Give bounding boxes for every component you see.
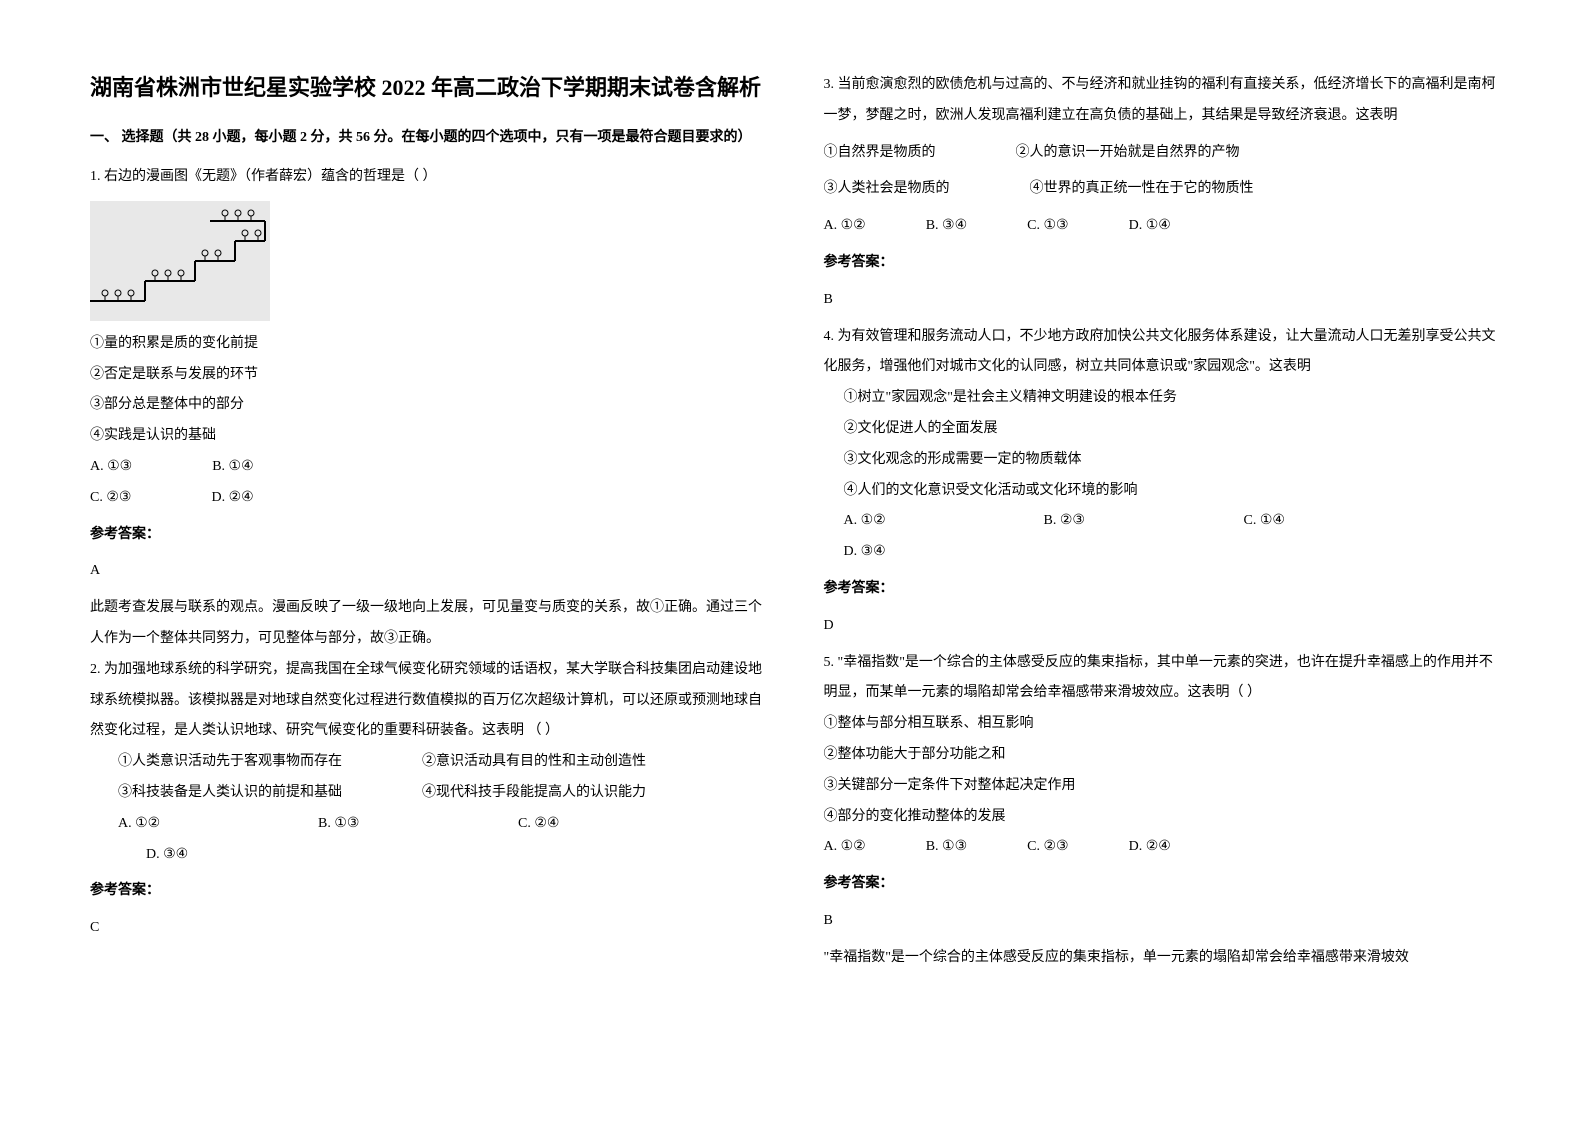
q5-statement-1: ①整体与部分相互联系、相互影响 (824, 709, 1498, 740)
q3-answer-label: 参考答案： (824, 248, 1498, 279)
q1-illustration (90, 201, 270, 321)
q5-options-row: A. ①② B. ①③ C. ②③ D. ②④ (824, 832, 1498, 863)
q2-option-a: A. ①② (118, 809, 318, 840)
q1-statement-2: ②否定是联系与发展的环节 (90, 360, 764, 391)
q5-answer: B (824, 906, 1498, 937)
q3-option-a: A. ①② (824, 211, 866, 242)
q4-option-a: A. ①② (844, 506, 1044, 537)
q1-explanation: 此题考查发展与联系的观点。漫画反映了一级一级地向上发展，可见量变与质变的关系，故… (90, 593, 764, 655)
q5-statement-4: ④部分的变化推动整体的发展 (824, 802, 1498, 833)
left-column: 湖南省株洲市世纪星实验学校 2022 年高二政治下学期期末试卷含解析 一、 选择… (90, 70, 764, 1052)
q5-explanation: "幸福指数"是一个综合的主体感受反应的集束指标，单一元素的塌陷却常会给幸福感带来… (824, 943, 1498, 974)
exam-title: 湖南省株洲市世纪星实验学校 2022 年高二政治下学期期末试卷含解析 (90, 70, 764, 105)
q2-statements-row-1: ①人类意识活动先于客观事物而存在 ②意识活动具有目的性和主动创造性 (118, 747, 764, 778)
q1-statement-1: ①量的积累是质的变化前提 (90, 329, 764, 360)
q2-statement-2: ②意识活动具有目的性和主动创造性 (422, 747, 646, 778)
q2-statements-block: ①人类意识活动先于客观事物而存在 ②意识活动具有目的性和主动创造性 ③科技装备是… (90, 747, 764, 870)
q4-statements-block: ①树立"家园观念"是社会主义精神文明建设的根本任务 ②文化促进人的全面发展 ③文… (824, 383, 1498, 568)
q2-statements-row-2: ③科技装备是人类认识的前提和基础 ④现代科技手段能提高人的认识能力 (118, 778, 764, 809)
q5-answer-label: 参考答案： (824, 869, 1498, 900)
q2-option-d: D. ③④ (118, 840, 764, 871)
q3-statement-2: ②人的意识一开始就是自然界的产物 (1016, 138, 1240, 169)
q5-option-c: C. ②③ (1027, 832, 1068, 863)
q4-answer-label: 参考答案： (824, 574, 1498, 605)
q2-answer: C (90, 913, 764, 944)
q4-option-d: D. ③④ (844, 537, 1498, 568)
q1-statement-3: ③部分总是整体中的部分 (90, 390, 764, 421)
q4-stem: 4. 为有效管理和服务流动人口，不少地方政府加快公共文化服务体系建设，让大量流动… (824, 322, 1498, 384)
q2-statement-4: ④现代科技手段能提高人的认识能力 (422, 778, 646, 809)
q4-answer: D (824, 611, 1498, 642)
q5-statement-2: ②整体功能大于部分功能之和 (824, 740, 1498, 771)
q1-answer-label: 参考答案： (90, 520, 764, 551)
q5-statement-3: ③关键部分一定条件下对整体起决定作用 (824, 771, 1498, 802)
q1-stem: 1. 右边的漫画图《无题》（作者薛宏）蕴含的哲理是（ ） (90, 162, 764, 193)
q4-statement-4: ④人们的文化意识受文化活动或文化环境的影响 (844, 476, 1498, 507)
q3-option-c: C. ①③ (1027, 211, 1068, 242)
q1-option-d: D. ②④ (211, 483, 253, 514)
q3-stem: 3. 当前愈演愈烈的欧债危机与过高的、不与经济和就业挂钩的福利有直接关系，低经济… (824, 70, 1498, 132)
q2-statement-3: ③科技装备是人类认识的前提和基础 (118, 778, 342, 809)
q1-answer: A (90, 556, 764, 587)
q2-options-row-1: A. ①② B. ①③ C. ②④ (118, 809, 764, 840)
q2-statement-1: ①人类意识活动先于客观事物而存在 (118, 747, 342, 778)
q1-option-b: B. ①④ (212, 452, 253, 483)
section-instructions: 一、 选择题（共 28 小题，每小题 2 分，共 56 分。在每小题的四个选项中… (90, 123, 764, 154)
q3-options-row: A. ①② B. ③④ C. ①③ D. ①④ (824, 211, 1498, 242)
q3-answer: B (824, 285, 1498, 316)
q3-option-b: B. ③④ (926, 211, 967, 242)
q3-option-d: D. ①④ (1129, 211, 1171, 242)
q4-statement-2: ②文化促进人的全面发展 (844, 414, 1498, 445)
right-column: 3. 当前愈演愈烈的欧债危机与过高的、不与经济和就业挂钩的福利有直接关系，低经济… (824, 70, 1498, 1052)
q3-statement-1: ①自然界是物质的 (824, 138, 936, 169)
q3-statements-row-1: ①自然界是物质的 ②人的意识一开始就是自然界的产物 (824, 138, 1498, 169)
q3-statement-3: ③人类社会是物质的 (824, 174, 950, 205)
q3-statements-row-2: ③人类社会是物质的 ④世界的真正统一性在于它的物质性 (824, 174, 1498, 205)
q4-statement-1: ①树立"家园观念"是社会主义精神文明建设的根本任务 (844, 383, 1498, 414)
q4-options-row-1: A. ①② B. ②③ C. ①④ (844, 506, 1498, 537)
q5-option-d: D. ②④ (1129, 832, 1171, 863)
q1-option-a: A. ①③ (90, 452, 132, 483)
q3-statement-4: ④世界的真正统一性在于它的物质性 (1030, 174, 1254, 205)
q4-option-b: B. ②③ (1044, 506, 1244, 537)
q4-option-c: C. ①④ (1244, 506, 1444, 537)
q1-option-c: C. ②③ (90, 483, 131, 514)
q1-options-row-1: A. ①③ B. ①④ (90, 452, 764, 483)
q4-statement-3: ③文化观念的形成需要一定的物质载体 (844, 445, 1498, 476)
q2-stem: 2. 为加强地球系统的科学研究，提高我国在全球气候变化研究领域的话语权，某大学联… (90, 655, 764, 747)
q5-option-b: B. ①③ (926, 832, 967, 863)
q1-statement-4: ④实践是认识的基础 (90, 421, 764, 452)
q2-option-c: C. ②④ (518, 809, 718, 840)
q2-option-b: B. ①③ (318, 809, 518, 840)
q5-stem: 5. "幸福指数"是一个综合的主体感受反应的集束指标，其中单一元素的突进，也许在… (824, 648, 1498, 710)
q1-options-row-2: C. ②③ D. ②④ (90, 483, 764, 514)
q5-option-a: A. ①② (824, 832, 866, 863)
q2-answer-label: 参考答案： (90, 876, 764, 907)
